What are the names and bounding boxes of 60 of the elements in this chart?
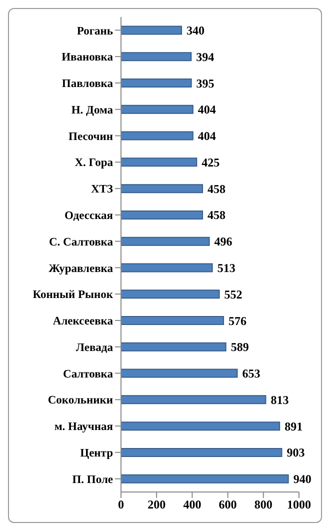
y-tick-label: Ивановка — [62, 52, 114, 64]
x-tick-label: 1000 — [287, 498, 311, 512]
bar — [121, 26, 182, 35]
data-label: 576 — [228, 314, 247, 328]
y-tick-label: С. Салтовка — [48, 236, 114, 248]
data-label: 340 — [186, 23, 205, 38]
data-label: 940 — [293, 472, 312, 486]
bar — [121, 422, 280, 431]
data-label: 395 — [196, 76, 214, 90]
data-label: 458 — [208, 208, 226, 222]
bar — [121, 104, 194, 114]
y-tick-label: Х. Гора — [74, 157, 114, 170]
data-label: 404 — [198, 129, 216, 144]
y-tick-label: Салтовка — [63, 368, 114, 380]
x-tick-label: 200 — [148, 498, 166, 512]
bar — [121, 210, 204, 220]
bar — [121, 236, 210, 246]
bar — [121, 368, 238, 378]
bar — [121, 474, 289, 484]
bar — [121, 52, 192, 62]
y-tick-label: ХТЗ — [90, 184, 113, 196]
data-label: 404 — [198, 102, 216, 117]
bar — [121, 158, 198, 167]
x-tick-label: 0 — [118, 498, 124, 512]
bar — [121, 342, 226, 352]
y-tick-label: Н. Дома — [71, 104, 114, 116]
y-tick-label: Левада — [76, 342, 114, 354]
y-tick-label: Центр — [80, 448, 113, 460]
bar — [121, 131, 194, 140]
y-tick-label: м. Научная — [54, 421, 113, 434]
data-label: 513 — [217, 260, 236, 275]
y-tick-label: П. Поле — [72, 474, 113, 486]
x-tick-label: 800 — [254, 498, 272, 512]
bar — [121, 78, 192, 88]
y-tick-label: Сокольники — [48, 394, 114, 407]
bar — [121, 184, 204, 194]
data-label: 903 — [286, 446, 305, 460]
y-tick-label: Одесская — [64, 210, 113, 222]
x-tick-label: 600 — [218, 498, 237, 512]
y-tick-label: Конный Рынок — [32, 289, 114, 302]
y-tick-label: Рогань — [76, 25, 113, 38]
data-label: 458 — [208, 182, 226, 196]
data-label: 891 — [284, 419, 303, 434]
y-tick-label: Павловка — [62, 78, 114, 90]
bar — [121, 395, 266, 404]
bar — [121, 263, 213, 272]
y-tick-label: Журавлевка — [48, 262, 114, 275]
bar — [121, 290, 220, 299]
data-label: 813 — [270, 392, 289, 407]
bar — [121, 448, 282, 457]
bar — [121, 316, 224, 326]
data-label: 589 — [230, 340, 249, 354]
data-label: 425 — [202, 155, 220, 170]
data-label: 496 — [214, 234, 232, 249]
data-label: 552 — [224, 287, 242, 302]
data-label: 394 — [196, 50, 214, 64]
y-tick-label: Песочин — [68, 130, 114, 143]
y-tick-label: Алексеевка — [52, 316, 114, 328]
data-label: 653 — [242, 366, 260, 381]
x-tick-label: 400 — [183, 498, 202, 512]
